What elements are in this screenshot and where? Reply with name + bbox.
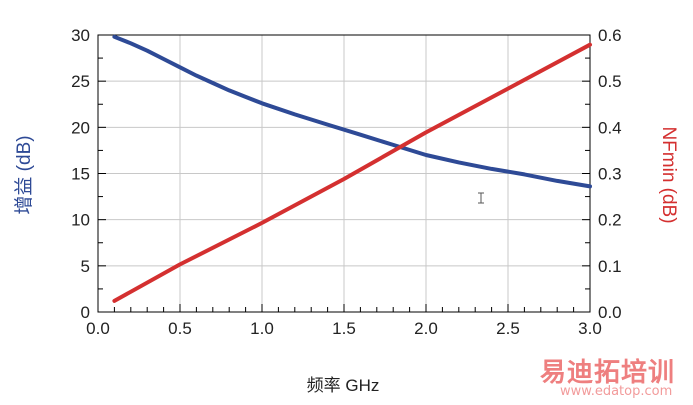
x-tick-labels: 0.0 0.5 1.0 1.5 2.0 2.5 3.0 [86,319,602,338]
x-tick-label: 2.0 [414,319,438,338]
x-tick-label: 1.5 [332,319,356,338]
x-tick-label: 0.5 [168,319,192,338]
y-right-tick-labels: 0.0 0.1 0.2 0.3 0.4 0.5 0.6 [598,26,622,322]
y-right-tick-label: 0.5 [598,72,622,91]
y-left-tick-labels: 0 5 10 15 20 25 30 [71,26,90,322]
y-right-tick-label: 0.1 [598,257,622,276]
minor-ticks [97,34,591,313]
y-right-tick-label: 0.0 [598,303,622,322]
y-right-tick-label: 0.3 [598,165,622,184]
y-left-tick-label: 0 [81,303,90,322]
series-lines [112,34,592,303]
x-tick-label: 3.0 [578,319,602,338]
y-right-tick-label: 0.6 [598,26,622,45]
y-right-tick-label: 0.4 [598,118,622,137]
y-left-tick-label: 20 [71,118,90,137]
y-left-tick-label: 5 [81,257,90,276]
y-left-tick-label: 10 [71,211,90,230]
watermark-url: www.edatop.com [560,384,673,399]
text-cursor-icon [478,192,484,204]
x-tick-label: 2.5 [496,319,520,338]
y-left-axis-label: 增益 (dB) [13,135,35,214]
x-axis-label: 频率 GHz [307,376,380,395]
y-left-tick-label: 30 [71,26,90,45]
gain-series-line [112,34,592,189]
y-right-axis-label: NFmin (dB) [658,126,679,223]
watermark-brand: 易迪拓培训 [540,358,676,388]
y-left-tick-label: 25 [71,72,90,91]
nfmin-series-line [112,42,592,303]
y-right-tick-label: 0.2 [598,211,622,230]
y-left-tick-label: 15 [71,165,90,184]
x-tick-label: 1.0 [250,319,274,338]
x-tick-label: 0.0 [86,319,110,338]
